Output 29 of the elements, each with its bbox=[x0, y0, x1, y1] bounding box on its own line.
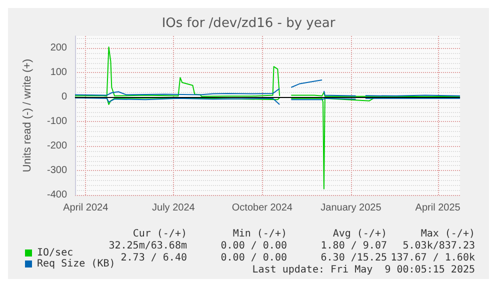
text: 2.73 / 6.40 bbox=[120, 252, 187, 264]
text: 0.00 / 0.00 bbox=[220, 240, 287, 252]
y-tick-label: -300 bbox=[46, 165, 68, 176]
chart-title: IOs for /dev/zd16 - by year bbox=[162, 16, 336, 31]
x-tick-label: April 2024 bbox=[63, 202, 109, 214]
text: 32.25m/63.68m bbox=[108, 240, 187, 252]
text: Cur (-/+) bbox=[132, 228, 187, 240]
text: 1.80 / 9.07 bbox=[320, 240, 387, 252]
text: Max (-/+) bbox=[420, 228, 475, 240]
x-tick-label: July 2024 bbox=[152, 202, 196, 214]
text: Min (-/+) bbox=[232, 228, 287, 240]
legend-label: Req Size (KB) bbox=[37, 258, 116, 270]
y-tick-label: 0 bbox=[61, 92, 68, 103]
y-tick-label: -200 bbox=[46, 140, 68, 152]
text: 137.67 / 1.60k bbox=[390, 252, 475, 264]
y-axis-title: Units read (-) / write (+) bbox=[22, 58, 34, 172]
legend-label: IO/sec bbox=[37, 248, 74, 258]
x-tick-label: January 2025 bbox=[320, 202, 382, 214]
y-tick-label: -400 bbox=[46, 190, 68, 200]
y-tick-label: 100 bbox=[50, 67, 68, 78]
text: 0.00 / 0.00 bbox=[220, 252, 287, 264]
y-tick-label: 200 bbox=[50, 42, 68, 54]
text: Last update: Fri May 9 00:05:15 2025 bbox=[252, 264, 476, 276]
x-tick-label: April 2025 bbox=[415, 202, 461, 214]
text: Avg (-/+) bbox=[332, 228, 387, 240]
text: 5.03k/837.23 bbox=[402, 240, 475, 252]
y-tick-label: -100 bbox=[46, 116, 68, 128]
x-tick-label: October 2024 bbox=[232, 202, 293, 214]
text: 6.30 /15.25 bbox=[320, 252, 387, 264]
